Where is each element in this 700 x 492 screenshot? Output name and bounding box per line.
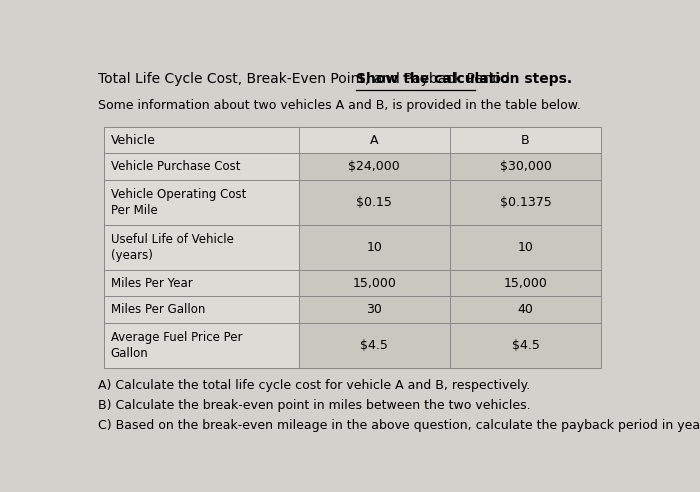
Text: Useful Life of Vehicle
(years): Useful Life of Vehicle (years) <box>111 233 234 262</box>
Text: Miles Per Year: Miles Per Year <box>111 277 192 290</box>
Text: $0.15: $0.15 <box>356 196 392 209</box>
Text: A) Calculate the total life cycle cost for vehicle A and B, respectively.: A) Calculate the total life cycle cost f… <box>98 379 531 392</box>
Bar <box>299 270 450 296</box>
Text: C) Based on the break-even mileage in the above question, calculate the payback : C) Based on the break-even mileage in th… <box>98 419 700 431</box>
Text: $4.5: $4.5 <box>360 338 388 352</box>
Text: Total Life Cycle Cost, Break-Even Point, and Payback Period.: Total Life Cycle Cost, Break-Even Point,… <box>98 72 519 86</box>
Text: 15,000: 15,000 <box>503 277 547 290</box>
Text: Some information about two vehicles A and B, is provided in the table below.: Some information about two vehicles A an… <box>98 99 581 112</box>
Text: 10: 10 <box>517 241 533 254</box>
Text: Vehicle Operating Cost
Per Mile: Vehicle Operating Cost Per Mile <box>111 188 246 217</box>
Text: Miles Per Gallon: Miles Per Gallon <box>111 303 205 316</box>
Text: 15,000: 15,000 <box>352 277 396 290</box>
Text: Show the calculation steps.: Show the calculation steps. <box>356 72 572 86</box>
Text: 10: 10 <box>366 241 382 254</box>
Bar <box>450 154 601 180</box>
Bar <box>299 296 450 323</box>
Bar <box>450 127 601 154</box>
Bar <box>450 296 601 323</box>
Text: A: A <box>370 134 379 147</box>
Text: $24,000: $24,000 <box>349 160 400 173</box>
Text: Vehicle: Vehicle <box>111 134 155 147</box>
Text: 40: 40 <box>517 303 533 316</box>
Text: Average Fuel Price Per
Gallon: Average Fuel Price Per Gallon <box>111 331 242 360</box>
Bar <box>104 296 299 323</box>
Text: $4.5: $4.5 <box>512 338 540 352</box>
Bar <box>299 154 450 180</box>
Text: B) Calculate the break-even point in miles between the two vehicles.: B) Calculate the break-even point in mil… <box>98 399 531 412</box>
Bar <box>104 127 299 154</box>
Bar <box>104 270 299 296</box>
Text: $30,000: $30,000 <box>500 160 552 173</box>
Text: Vehicle Purchase Cost: Vehicle Purchase Cost <box>111 160 240 173</box>
Text: $0.1375: $0.1375 <box>500 196 552 209</box>
Bar <box>450 270 601 296</box>
Bar <box>104 154 299 180</box>
Text: 30: 30 <box>366 303 382 316</box>
Bar <box>299 127 450 154</box>
Text: B: B <box>521 134 530 147</box>
